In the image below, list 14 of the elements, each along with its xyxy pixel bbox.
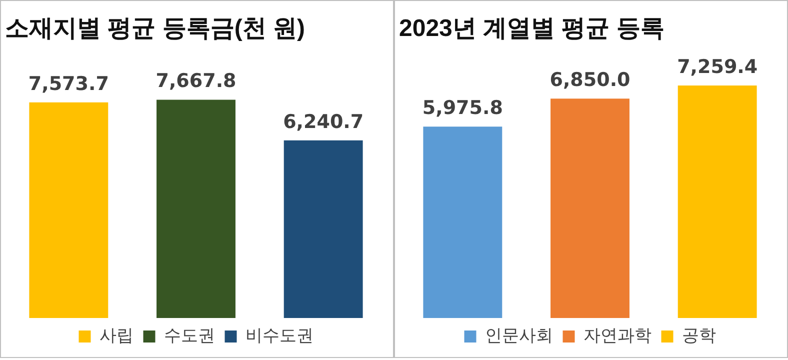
- data-label: 7,667.8: [156, 70, 236, 92]
- legend-label: 비수도권: [245, 326, 314, 346]
- data-label: 5,975.8: [422, 97, 503, 120]
- legend-label: 인문사회: [484, 326, 553, 346]
- data-label: 6,240.7: [283, 110, 364, 133]
- data-label: 6,850.0: [550, 69, 630, 92]
- chart-title: 2023년 계열별 평균 등록: [399, 15, 664, 42]
- legend-label: 사립: [99, 326, 134, 346]
- legend-label: 공학: [682, 326, 716, 346]
- legend-label: 수도권: [164, 326, 215, 346]
- data-label: 7,259.4: [677, 56, 758, 78]
- chart-title: 소재지별 평균 등록금(천 원): [5, 15, 305, 42]
- data-label: 7,573.7: [28, 72, 109, 95]
- legend-label: 자연과학: [583, 326, 652, 346]
